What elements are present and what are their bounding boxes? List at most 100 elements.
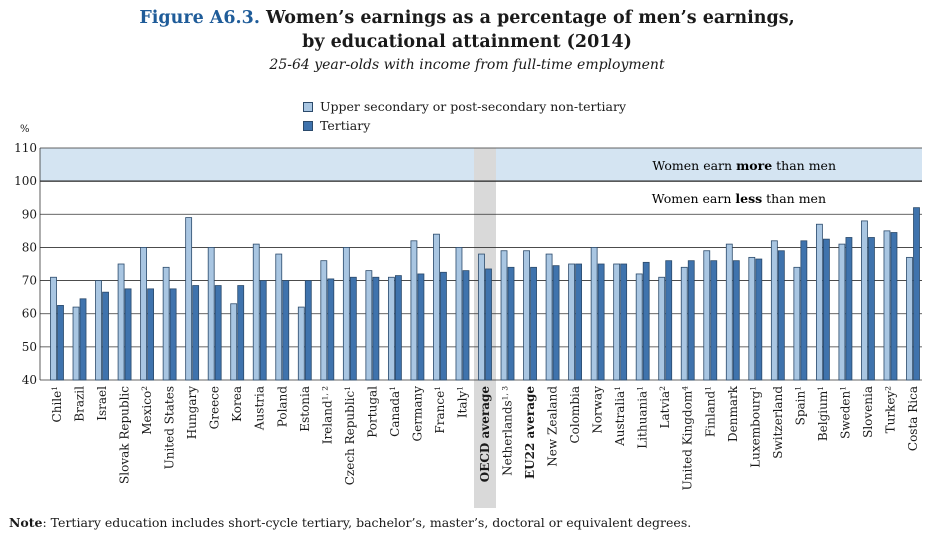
x-tick-label: Luxembourg1 bbox=[748, 386, 762, 468]
x-tick-label: Poland bbox=[275, 386, 289, 428]
bar-upper-secondary bbox=[72, 306, 80, 381]
bar-tertiary bbox=[327, 278, 335, 381]
bar-tertiary bbox=[259, 280, 267, 381]
bar-tertiary bbox=[845, 237, 853, 381]
x-tick-label: Korea bbox=[230, 386, 244, 422]
bar-upper-secondary bbox=[365, 270, 373, 381]
legend-item-upper: Upper secondary or post-secondary non-te… bbox=[303, 97, 626, 116]
bar-upper-secondary bbox=[230, 303, 238, 381]
x-tick-label: Chile1 bbox=[50, 386, 64, 422]
bar-upper-secondary bbox=[500, 250, 508, 381]
bar-upper-secondary bbox=[478, 253, 485, 381]
bar-upper-secondary bbox=[793, 266, 801, 381]
y-tick-label: 50 bbox=[22, 340, 37, 354]
bar-upper-secondary bbox=[162, 266, 170, 381]
bar-upper-secondary bbox=[906, 256, 913, 381]
x-tick-label: Australia1 bbox=[613, 386, 627, 447]
bar-tertiary bbox=[620, 263, 628, 381]
bar-tertiary bbox=[440, 271, 447, 381]
bar-tertiary bbox=[282, 280, 290, 381]
note: Note: Tertiary education includes short-… bbox=[9, 515, 691, 530]
x-tick-label: Germany bbox=[410, 386, 424, 442]
x-tick-label: Israel bbox=[95, 386, 109, 421]
bar-tertiary bbox=[417, 273, 425, 381]
legend-swatch-tertiary bbox=[303, 120, 313, 131]
bar-tertiary bbox=[349, 276, 357, 381]
x-tick-label: Austria bbox=[253, 386, 267, 431]
bar-tertiary bbox=[169, 288, 177, 381]
bar-upper-secondary bbox=[433, 233, 440, 381]
bar-tertiary bbox=[124, 288, 132, 381]
x-tick-label: New Zealand bbox=[546, 386, 560, 467]
bar-tertiary bbox=[57, 305, 64, 381]
bar-upper-secondary bbox=[342, 247, 350, 381]
x-tick-labels: Chile1 Brazil Israel Slovak Republic Mexico2… bbox=[50, 385, 920, 490]
bar-tertiary bbox=[485, 268, 492, 381]
bar-upper-secondary bbox=[545, 253, 553, 381]
x-tick-label: United States bbox=[163, 386, 177, 469]
bar-upper-secondary bbox=[658, 276, 666, 381]
y-tick-label: 70 bbox=[22, 274, 37, 288]
bar-upper-secondary bbox=[252, 243, 260, 381]
legend-swatch-upper bbox=[303, 101, 313, 112]
x-tick-label: Colombia bbox=[568, 386, 582, 444]
bar-tertiary bbox=[552, 265, 560, 381]
bar-tertiary bbox=[687, 260, 695, 381]
x-tick-label: Denmark bbox=[726, 385, 740, 442]
bar-tertiary bbox=[304, 280, 312, 381]
bar-upper-secondary bbox=[770, 240, 778, 381]
bar-upper-secondary bbox=[297, 306, 305, 381]
annotation-less: Women earn less than men bbox=[652, 191, 826, 206]
x-tick-label: Portugal bbox=[365, 386, 379, 438]
chart-header: Figure A6.3. Women’s earnings as a perce… bbox=[0, 6, 934, 75]
bar-upper-secondary bbox=[838, 243, 846, 381]
x-tick-label: Estonia bbox=[298, 386, 312, 432]
bar-upper-secondary bbox=[185, 217, 193, 381]
oecd-average-shade bbox=[474, 148, 496, 508]
bar-upper-secondary bbox=[883, 230, 891, 381]
bar-upper-secondary bbox=[455, 247, 463, 381]
x-tick-label: Lithuania1 bbox=[636, 386, 650, 449]
x-tick-label: Sweden1 bbox=[838, 386, 852, 439]
bar-tertiary bbox=[147, 288, 155, 381]
y-axis-unit: % bbox=[20, 124, 30, 135]
bar-upper-secondary bbox=[748, 256, 756, 381]
bar-tertiary bbox=[913, 207, 920, 381]
y-tick-labels: 40 50 60 70 80 90 100 110 bbox=[14, 141, 37, 387]
bar-tertiary bbox=[575, 263, 583, 381]
bar-tertiary bbox=[192, 285, 200, 381]
bar-upper-secondary bbox=[387, 276, 395, 381]
bar-upper-secondary bbox=[410, 240, 418, 381]
x-tick-label: Italy1 bbox=[455, 386, 469, 418]
bar-upper-secondary bbox=[50, 276, 57, 381]
bar-tertiary bbox=[102, 291, 109, 381]
bar-upper-secondary bbox=[117, 263, 125, 381]
x-tick-label: France1 bbox=[433, 386, 447, 434]
x-tick-label: Latvia2 bbox=[658, 386, 672, 429]
y-tick-label: 40 bbox=[22, 373, 37, 387]
x-tick-label: Norway bbox=[591, 386, 605, 434]
bar-tertiary bbox=[462, 270, 470, 381]
bar-tertiary bbox=[800, 240, 808, 381]
bar-tertiary bbox=[755, 258, 763, 381]
annotation-less-bold: less bbox=[735, 191, 762, 206]
bar-tertiary bbox=[530, 266, 537, 381]
x-tick-label: EU22 average bbox=[523, 386, 537, 479]
bar-upper-secondary bbox=[523, 250, 530, 381]
bar-tertiary bbox=[665, 260, 673, 381]
bar-tertiary bbox=[372, 276, 380, 381]
annotation-more-suffix: than men bbox=[772, 158, 836, 173]
chart-legend: Upper secondary or post-secondary non-te… bbox=[303, 97, 626, 135]
annotation-more-bold: more bbox=[736, 158, 772, 173]
bar-tertiary bbox=[822, 238, 830, 381]
bar-tertiary bbox=[507, 266, 515, 381]
x-tick-label: Switzerland bbox=[771, 386, 785, 459]
y-tick-label: 100 bbox=[14, 174, 37, 188]
bar-upper-secondary bbox=[680, 266, 688, 381]
bar-upper-secondary bbox=[207, 247, 215, 381]
x-tick-label: OECD average bbox=[478, 386, 492, 483]
bar-upper-secondary bbox=[95, 280, 102, 381]
chart-subtitle: 25-64 year-olds with income from full-ti… bbox=[269, 57, 665, 73]
bar-upper-secondary bbox=[590, 247, 598, 381]
